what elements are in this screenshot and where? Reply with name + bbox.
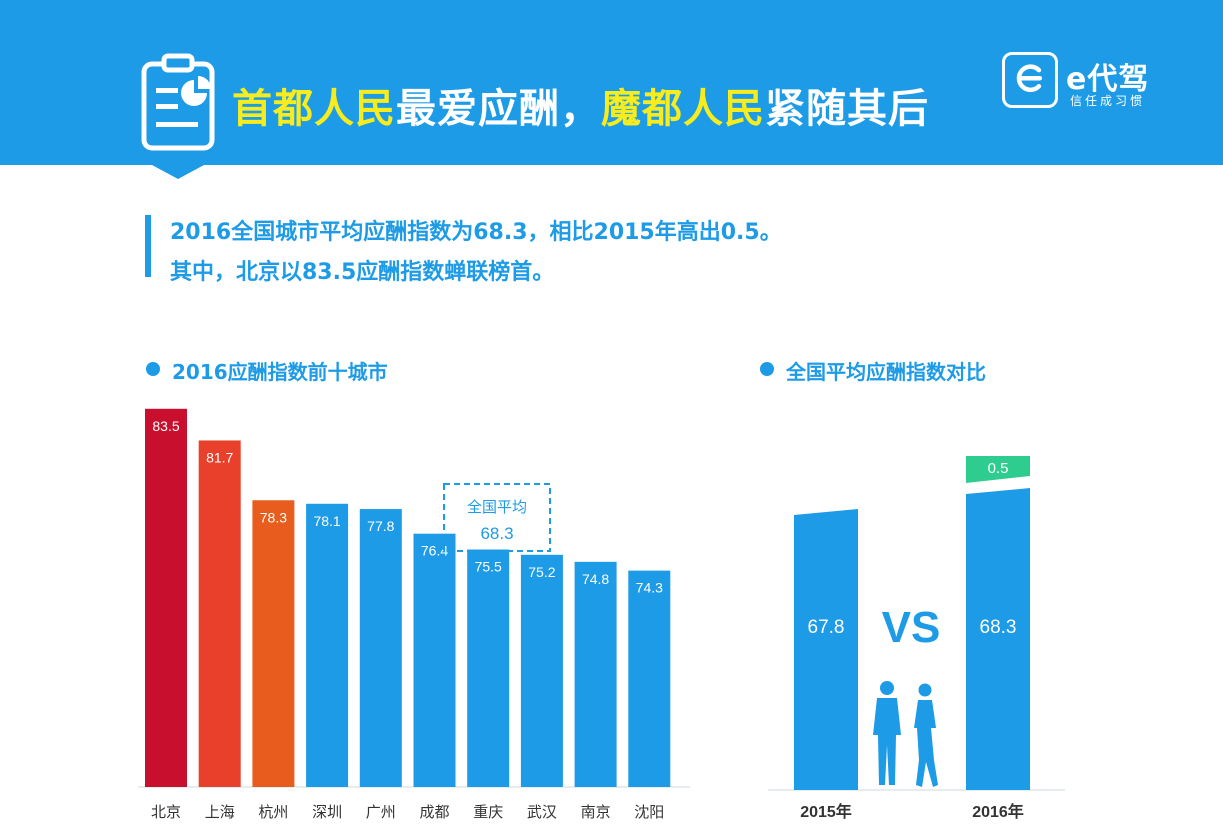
bar-10 (628, 570, 671, 787)
bar-4 (306, 503, 349, 787)
section-title-top10: 2016应酬指数前十城市 (172, 360, 388, 384)
compare-bar-1 (794, 509, 858, 790)
compare-category-label: 2016年 (972, 802, 1024, 821)
bar-9 (574, 561, 617, 787)
bar-3 (252, 500, 295, 787)
category-label: 北京 (151, 804, 181, 821)
bar-8 (520, 554, 563, 787)
category-label: 杭州 (258, 804, 288, 821)
bar-value-label: 74.8 (582, 571, 609, 587)
vs-label: VS (882, 603, 941, 652)
section-bullet-top10 (146, 362, 160, 376)
bar-value-label: 75.2 (528, 564, 555, 580)
summary-line-1: 2016全国城市平均应酬指数为68.3，相比2015年高出0.5。 (170, 220, 782, 245)
category-label: 上海 (205, 804, 235, 821)
average-annotation-box (443, 483, 551, 552)
compare-value-label: 67.8 (808, 617, 845, 638)
category-label: 南京 (581, 804, 611, 821)
average-annotation-value: 68.3 (480, 524, 513, 543)
compare-bar-2 (966, 488, 1030, 790)
increase-segment (966, 456, 1030, 483)
bar-6 (413, 533, 456, 787)
bar-value-label: 74.3 (636, 580, 663, 596)
summary-accent-bar (145, 215, 151, 277)
banner-pointer (152, 165, 204, 179)
summary-line-2: 其中，北京以83.5应酬指数蝉联榜首。 (170, 260, 555, 285)
bar-value-label: 77.8 (367, 518, 394, 534)
category-label: 重庆 (473, 804, 503, 821)
category-label: 成都 (419, 804, 449, 821)
page-title: 首都人民最爱应酬，魔都人民紧随其后 (232, 76, 929, 134)
section-bullet-compare (760, 362, 774, 376)
people-silhouette-icon (873, 681, 938, 787)
section-title-compare: 全国平均应酬指数对比 (786, 360, 986, 384)
brand-tagline: 信任成习惯 (1070, 94, 1146, 108)
bar-value-label: 76.4 (421, 543, 448, 559)
compare-value-label: 68.3 (980, 617, 1017, 638)
brand-name: e代驾 (1066, 62, 1150, 97)
average-annotation-label: 全国平均 (467, 498, 527, 516)
category-label: 沈阳 (634, 804, 664, 821)
bar-value-label: 78.1 (313, 513, 340, 529)
brand-logo (1002, 52, 1058, 108)
title-text-1: 最爱应酬， (396, 86, 601, 132)
category-label: 深圳 (312, 804, 342, 821)
bar-value-label: 83.5 (152, 418, 179, 434)
bar-7 (467, 549, 510, 787)
increase-label: 0.5 (988, 460, 1009, 477)
bar-value-label: 78.3 (260, 509, 287, 525)
bar-2 (198, 440, 241, 787)
bar-value-label: 81.7 (206, 449, 233, 465)
bar-5 (359, 509, 402, 787)
title-highlight-beijing: 首都人民 (232, 86, 396, 132)
category-label: 武汉 (527, 804, 557, 821)
title-text-2: 紧随其后 (765, 86, 929, 132)
e-logo-icon (1016, 64, 1043, 93)
category-label: 广州 (366, 804, 396, 821)
compare-category-label: 2015年 (800, 802, 852, 821)
bar-value-label: 75.5 (475, 559, 502, 575)
clipboard-chart-icon (141, 53, 215, 151)
title-highlight-shanghai: 魔都人民 (601, 86, 765, 132)
bar-1 (145, 408, 187, 787)
